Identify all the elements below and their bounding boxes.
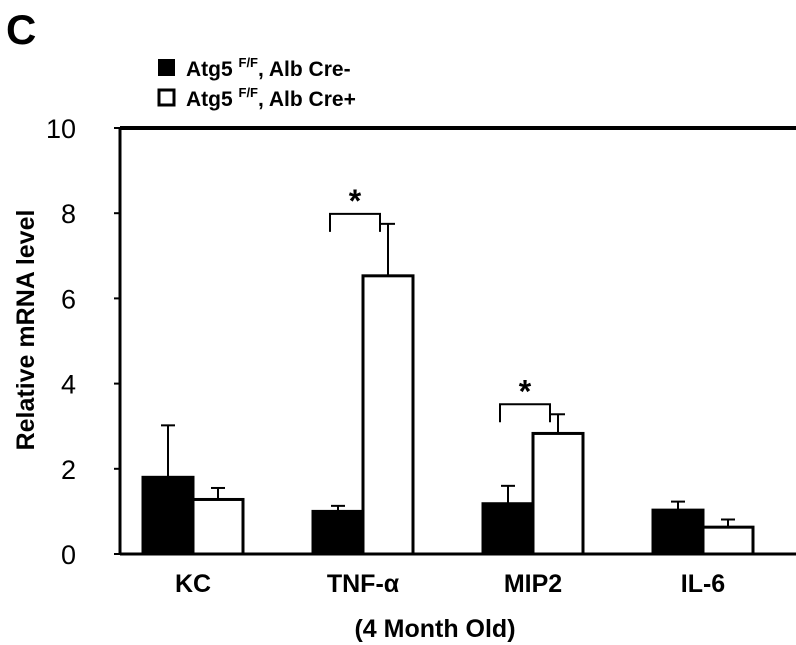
legend-label-series-2: Atg5 F/F, Alb Cre+ (186, 85, 356, 111)
y-tick-label: 6 (61, 284, 76, 314)
panel-label: C (6, 6, 36, 53)
legend-item-series-1: Atg5 F/F, Alb Cre- (158, 55, 351, 81)
plot-area: 0 2 4 6 8 10 KC TNF-α MIP2 IL-6 * * (46, 114, 796, 598)
y-axis-title: Relative mRNA level (12, 210, 40, 451)
y-tick-label: 8 (61, 199, 76, 229)
y-tick-label: 4 (61, 370, 76, 400)
significance-star: * (519, 373, 532, 409)
legend: Atg5 F/F, Alb Cre- Atg5 F/F, Alb Cre+ (157, 55, 356, 111)
bar (531, 431, 585, 556)
bar (361, 274, 415, 556)
x-axis-title: (4 Month Old) (354, 615, 515, 643)
x-tick-label: KC (175, 570, 211, 598)
bar (651, 508, 705, 556)
significance-bracket (329, 212, 381, 232)
x-tick-label: IL-6 (681, 570, 725, 598)
bar (311, 509, 365, 556)
x-tick-label: MIP2 (504, 570, 562, 598)
x-tick-label: TNF-α (327, 570, 400, 598)
bar (701, 525, 755, 556)
y-tick-label: 10 (46, 114, 76, 144)
significance-bracket (499, 403, 551, 423)
legend-item-series-2: Atg5 F/F, Alb Cre+ (157, 85, 356, 111)
legend-swatch-series-2 (157, 88, 176, 107)
bar (191, 497, 245, 556)
significance-star: * (349, 183, 362, 219)
y-tick-label: 2 (61, 455, 76, 485)
legend-swatch-series-1 (158, 59, 175, 76)
bar (481, 502, 535, 556)
legend-label-series-1: Atg5 F/F, Alb Cre- (186, 55, 351, 81)
y-tick-label: 0 (61, 540, 76, 570)
bar (141, 475, 195, 556)
